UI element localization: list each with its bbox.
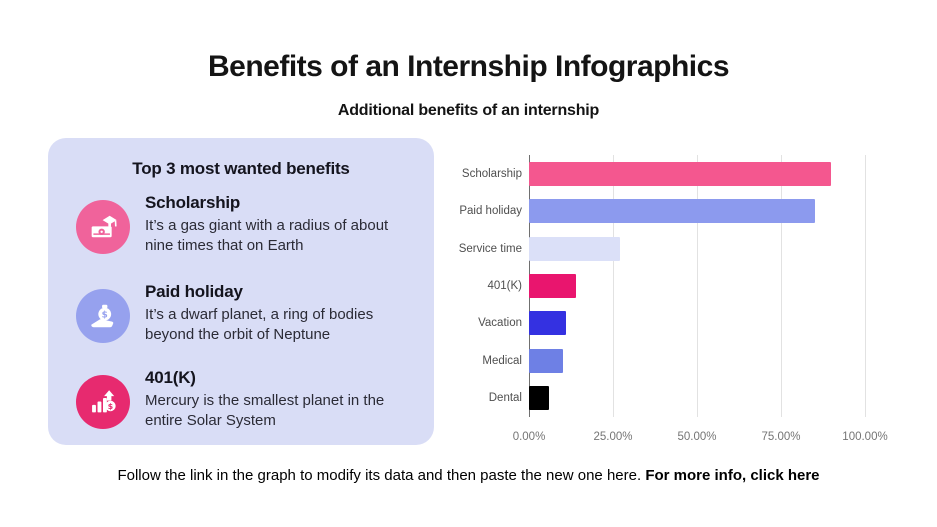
footer-text: Follow the link in the graph to modify i…	[117, 467, 642, 484]
benefit-description: Mercury is the smallest planet in the en…	[145, 392, 385, 429]
benefit-item-scholarship: Scholarship It’s a gas giant with a radi…	[76, 193, 416, 256]
category-label: Medical	[482, 354, 522, 367]
category-label: Vacation	[478, 317, 522, 330]
page-subtitle: Additional benefits of an internship	[337, 102, 600, 119]
hand-money-bag-icon: $	[76, 289, 130, 343]
benefit-text: Scholarship It’s a gas giant with a radi…	[145, 193, 403, 256]
svg-text:$: $	[108, 402, 113, 411]
gridline	[613, 155, 614, 417]
category-label: 401(K)	[487, 280, 522, 292]
benefit-title: Paid holiday	[145, 282, 243, 301]
bar-dental	[529, 386, 550, 411]
x-tick-label: 0.00%	[512, 431, 546, 443]
benefits-bar-chart[interactable]: Scholarship Paid holiday Service time 401(K…	[440, 148, 920, 453]
gridline	[781, 155, 782, 417]
x-tick-label: 100.00%	[842, 431, 888, 443]
x-tick-label: 25.00%	[593, 431, 633, 443]
benefit-text: 401(K) Mercury is the smallest planet in…	[145, 368, 403, 431]
benefit-title: 401(K)	[145, 368, 196, 387]
x-tick-label: 50.00%	[677, 431, 717, 443]
page-title: Benefits of an Internship Infographics	[207, 50, 730, 83]
bar-paid-holiday	[529, 199, 815, 224]
gridline	[697, 155, 698, 417]
growth-chart-coin-icon: $	[76, 375, 130, 429]
category-label: Service time	[458, 242, 522, 255]
footer-link[interactable]: For more info, click here	[645, 467, 820, 484]
benefits-card-header: Top 3 most wanted benefits	[132, 159, 350, 178]
benefit-description: It’s a gas giant with a radius of about …	[145, 217, 389, 254]
benefit-item-paid-holiday: $ Paid holiday It’s a dwarf planet, a ri…	[76, 282, 416, 345]
chart-plot	[529, 155, 866, 417]
benefit-description: It’s a dwarf planet, a ring of bodies be…	[145, 306, 374, 343]
bar-service-time	[529, 236, 620, 261]
svg-text:$: $	[102, 310, 108, 320]
benefit-text: Paid holiday It’s a dwarf planet, a ring…	[145, 282, 403, 345]
footer-note: Follow the link in the graph to modify i…	[0, 467, 937, 484]
category-label: Dental	[488, 392, 522, 405]
graduation-cap-banknote-icon	[76, 200, 130, 254]
gridline	[865, 155, 866, 417]
bar-scholarship	[529, 161, 832, 186]
bar-401-k-	[529, 274, 577, 298]
benefit-item-401k: $ 401(K) Mercury is the smallest planet …	[76, 368, 416, 431]
bar-medical	[529, 348, 563, 373]
category-label: Scholarship	[461, 167, 522, 180]
benefits-card: Top 3 most wanted benefits Scholarship I…	[48, 138, 434, 445]
bar-vacation	[529, 311, 566, 336]
category-label: Paid holiday	[459, 205, 522, 218]
benefit-title: Scholarship	[145, 193, 241, 212]
x-tick-label: 75.00%	[761, 431, 801, 443]
